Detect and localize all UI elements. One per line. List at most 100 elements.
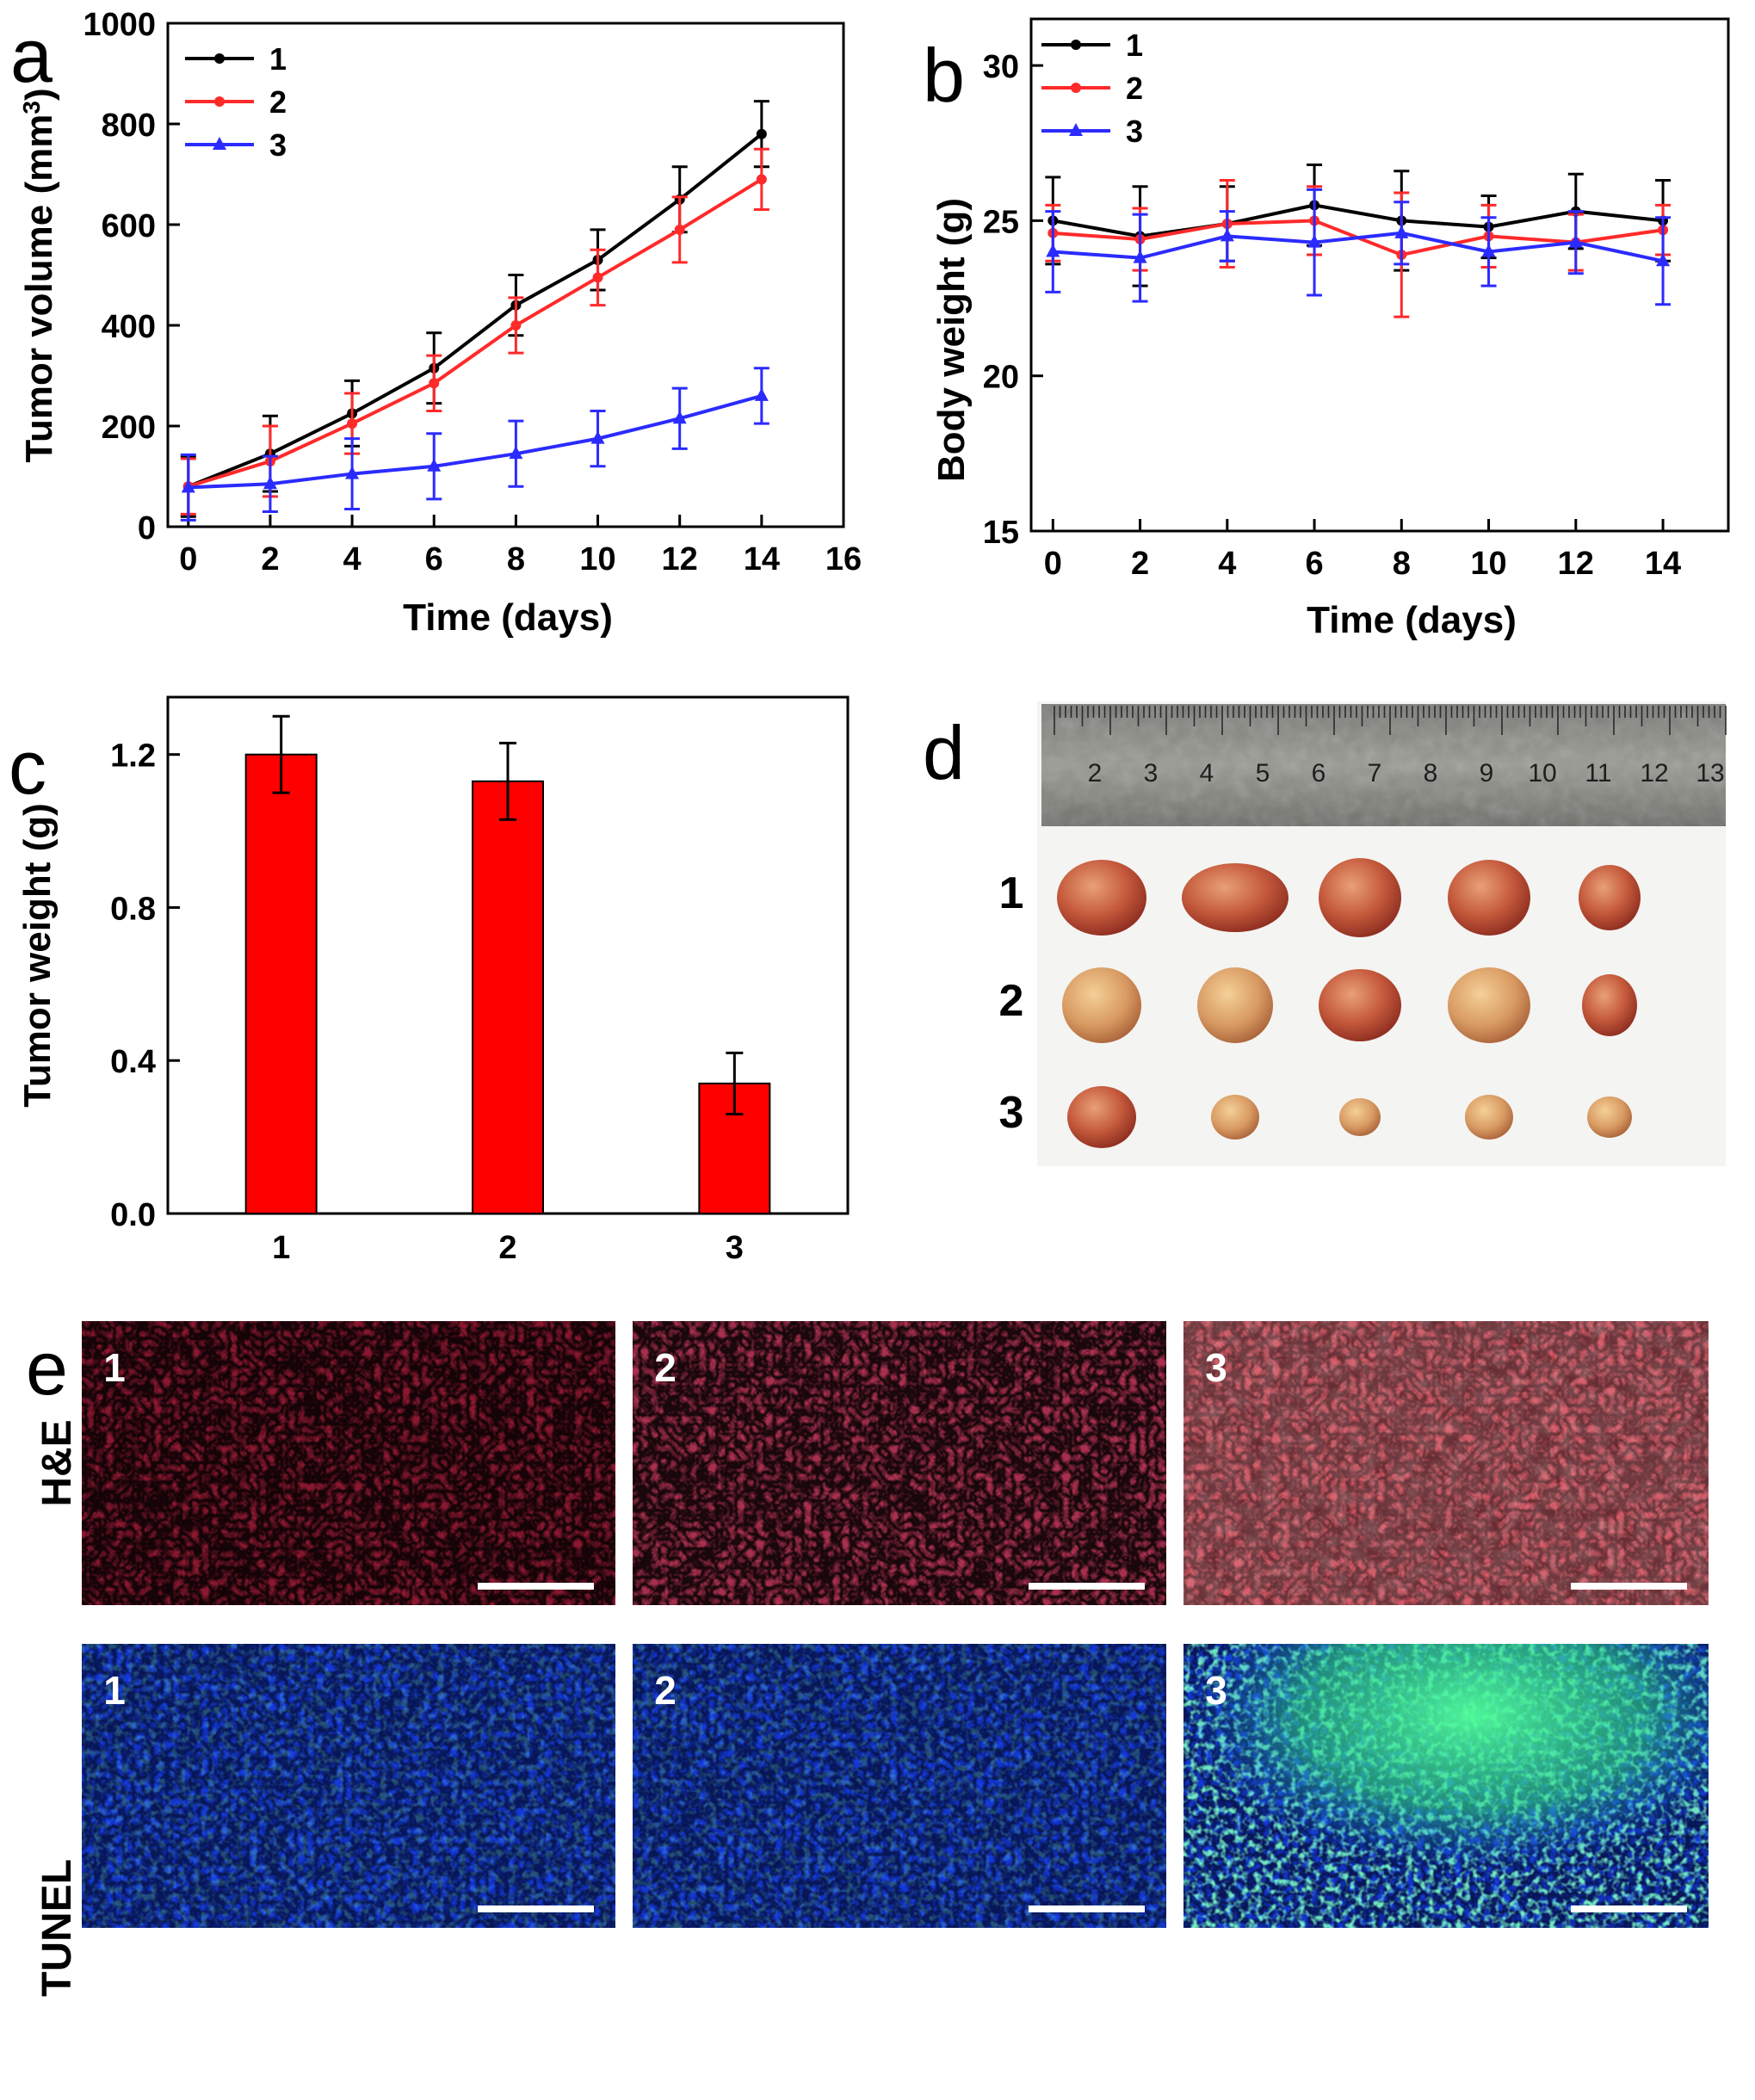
- tunel-image-2: 2: [633, 1644, 1166, 1928]
- y-tick-label: 200: [102, 410, 156, 446]
- x-tick-label: 16: [825, 541, 862, 578]
- tumor-sample: [1319, 858, 1401, 937]
- tumor-sample: [1182, 863, 1288, 932]
- ruler-number: 4: [1200, 759, 1214, 788]
- tumor-sample: [1067, 1086, 1136, 1148]
- error-bar: [726, 1051, 744, 1115]
- y-tick-label: 0.8: [110, 891, 156, 927]
- x-tick-label: 10: [579, 541, 615, 578]
- y-tick-label: 25: [983, 204, 1019, 240]
- y-tick-label: 0.4: [110, 1044, 156, 1080]
- ruler-number: 6: [1312, 759, 1326, 788]
- y-tick-label: 400: [102, 309, 156, 345]
- legend-entry-3: 3: [185, 127, 287, 163]
- y-axis-label-a: Tumor volume (mm3): [18, 88, 60, 462]
- data-point: [590, 430, 605, 444]
- he-image-2: 2: [633, 1321, 1166, 1605]
- tumor-sample: [1339, 1098, 1381, 1136]
- x-tick-label: 1: [272, 1230, 290, 1266]
- y-tick-label: 30: [983, 49, 1019, 85]
- y-tick-label: 0: [138, 510, 156, 547]
- series-3: [1045, 188, 1672, 306]
- panel-letter-e: e: [26, 1325, 68, 1411]
- series-3: [180, 367, 769, 522]
- image-label: 3: [1205, 1668, 1227, 1713]
- plot-frame-b: [1029, 17, 1730, 533]
- ruler-number: 5: [1256, 759, 1270, 788]
- x-tick-label: 3: [726, 1230, 744, 1266]
- tunel-image-3: 3: [1183, 1644, 1709, 1928]
- x-tick-label: 2: [498, 1230, 516, 1266]
- x-tick-label: 6: [1305, 546, 1323, 582]
- x-axis-label-b: Time (days): [1307, 599, 1517, 641]
- y-tick-label: 800: [102, 108, 156, 144]
- x-tick-label: 2: [261, 541, 279, 578]
- legend-entry-1: 1: [185, 41, 287, 77]
- tumor-sample: [1448, 967, 1530, 1043]
- bar-2: [472, 780, 544, 1214]
- x-tick-label: 2: [1131, 546, 1149, 582]
- image-label: 1: [103, 1345, 126, 1390]
- histology-images: H&E TUNEL 1 2 3 1 2 3: [34, 1321, 1709, 1997]
- ruler-number: 13: [1696, 759, 1724, 788]
- image-label: 2: [654, 1345, 677, 1390]
- row-label-tunel: TUNEL: [34, 1859, 80, 1997]
- ruler-number: 7: [1368, 759, 1382, 788]
- legend-entry-2: 2: [185, 84, 287, 120]
- svg-text:2: 2: [269, 84, 287, 120]
- data-point: [510, 320, 522, 330]
- image-label: 2: [654, 1668, 677, 1713]
- svg-text:3: 3: [269, 127, 287, 163]
- data-point: [181, 479, 195, 493]
- plot-frame-a: [166, 22, 845, 528]
- panel-letter-a: a: [10, 13, 53, 98]
- image-label: 3: [1205, 1345, 1227, 1390]
- tunel-image-1: 1: [82, 1644, 615, 1928]
- data-point: [1133, 250, 1147, 263]
- tumor-sample: [1579, 865, 1641, 930]
- series-1: [180, 100, 769, 518]
- legend-entry-2: 2: [1041, 71, 1143, 106]
- tumor-sample: [1197, 967, 1273, 1043]
- data-point: [756, 128, 767, 139]
- y-axis-label-c: Tumor weight (g): [16, 803, 59, 1108]
- data-point: [429, 378, 440, 389]
- y-tick-label: 1.2: [110, 738, 156, 775]
- data-point: [1656, 253, 1671, 267]
- svg-text:1: 1: [1126, 28, 1143, 63]
- legend-entry-3: 3: [1041, 114, 1143, 149]
- x-tick-label: 14: [1645, 546, 1681, 582]
- ruler-number: 11: [1585, 759, 1611, 788]
- ruler-number: 8: [1424, 759, 1438, 788]
- tumor-sample: [1582, 974, 1637, 1036]
- data-point: [1046, 244, 1060, 257]
- row-label: 2: [999, 976, 1024, 1026]
- panel-letter-c: c: [9, 725, 46, 810]
- data-point: [754, 387, 769, 401]
- he-image-3: 3: [1183, 1321, 1709, 1605]
- tumor-sample: [1057, 860, 1146, 936]
- ruler-number: 10: [1528, 759, 1556, 788]
- x-tick-label: 4: [1218, 546, 1236, 582]
- y-tick-label: 15: [983, 515, 1019, 551]
- x-tick-label: 10: [1470, 546, 1506, 582]
- x-axis-label-a: Time (days): [403, 596, 613, 639]
- x-tick-label: 8: [1393, 546, 1411, 582]
- data-point: [1394, 225, 1409, 238]
- x-tick-label: 8: [507, 541, 525, 578]
- x-tick-label: 4: [343, 541, 362, 578]
- ruler-number: 9: [1480, 759, 1494, 788]
- x-tick-label: 12: [1558, 546, 1594, 582]
- x-tick-label: 12: [662, 541, 698, 578]
- x-tick-label: 0: [179, 541, 197, 578]
- data-point: [1568, 234, 1583, 248]
- svg-text:2: 2: [1126, 71, 1143, 106]
- series-line: [1052, 203, 1664, 238]
- data-point: [592, 272, 603, 283]
- series-line: [188, 393, 763, 490]
- tumor-sample: [1211, 1095, 1259, 1140]
- panel-letter-b: b: [923, 33, 965, 118]
- tumor-sample: [1587, 1096, 1632, 1138]
